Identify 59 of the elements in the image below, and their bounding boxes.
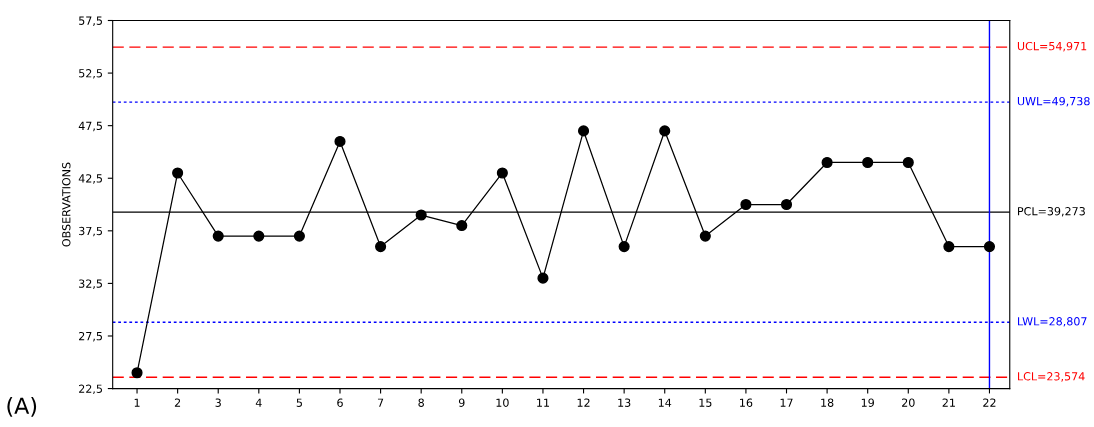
point: [821, 156, 833, 169]
point: [253, 230, 265, 242]
x-tick-label: 10: [496, 398, 509, 407]
x-tick-label: 20: [902, 398, 915, 407]
point: [983, 241, 996, 253]
point: [496, 167, 508, 179]
y-tick-label: 37,5: [79, 226, 102, 237]
y-tick-label: 22,5: [79, 384, 102, 395]
point: [172, 167, 184, 179]
ref-line-label: UCL=54,971: [1017, 41, 1087, 52]
point: [212, 230, 224, 242]
point: [780, 198, 793, 211]
point: [699, 230, 711, 242]
x-tick-label: 14: [658, 398, 672, 407]
x-tick-label: 12: [577, 398, 590, 407]
y-tick-label: 47,5: [78, 121, 102, 132]
point: [943, 241, 955, 253]
point: [902, 156, 914, 169]
ref-line-label: LWL=28,807: [1018, 317, 1087, 327]
x-tick-label: 4: [255, 398, 262, 407]
point: [862, 156, 874, 169]
point: [334, 135, 346, 147]
point: [415, 209, 427, 221]
y-tick-label: 27,5: [79, 331, 102, 342]
point: [740, 198, 752, 211]
point: [577, 125, 590, 137]
x-tick-label: 19: [861, 398, 874, 407]
point: [618, 241, 630, 253]
x-tick-label: 17: [780, 398, 793, 407]
x-tick-label: 6: [337, 398, 343, 407]
x-tick-label: 18: [821, 398, 834, 407]
point: [375, 241, 387, 253]
x-tick-label: 16: [740, 398, 753, 407]
y-tick-label: 42,5: [78, 174, 102, 184]
y-axis-title: OBSERVATIONS: [62, 162, 71, 247]
x-tick-label: 5: [296, 398, 302, 407]
x-tick-label: 9: [458, 398, 465, 407]
x-tick-label: 7: [377, 398, 384, 407]
text: (A): [7, 396, 37, 417]
x-tick-label: 21: [942, 398, 955, 407]
y-tick-label: 52,5: [79, 69, 102, 79]
y-tick-label: 57,5: [79, 16, 102, 27]
x-tick-label: 8: [418, 398, 424, 407]
ref-line-label: UWL=49,738: [1017, 96, 1090, 107]
x-tick-label: 15: [699, 398, 712, 407]
x-tick-label: 13: [618, 398, 631, 407]
x-tick-label: 22: [983, 398, 996, 407]
point: [131, 367, 143, 379]
ref-line-label: LCL=23,574: [1018, 372, 1085, 382]
point: [293, 230, 305, 242]
y-tick-label: 32,5: [79, 279, 102, 289]
x-tick-label: 1: [134, 398, 140, 407]
point: [456, 220, 468, 232]
x-tick-label: 2: [174, 398, 181, 407]
point: [659, 125, 671, 137]
x-tick-label: 3: [215, 398, 221, 407]
x-tick-label: 11: [537, 398, 549, 407]
point: [537, 272, 549, 284]
ref-line-label: PCL=39,273: [1018, 207, 1085, 217]
